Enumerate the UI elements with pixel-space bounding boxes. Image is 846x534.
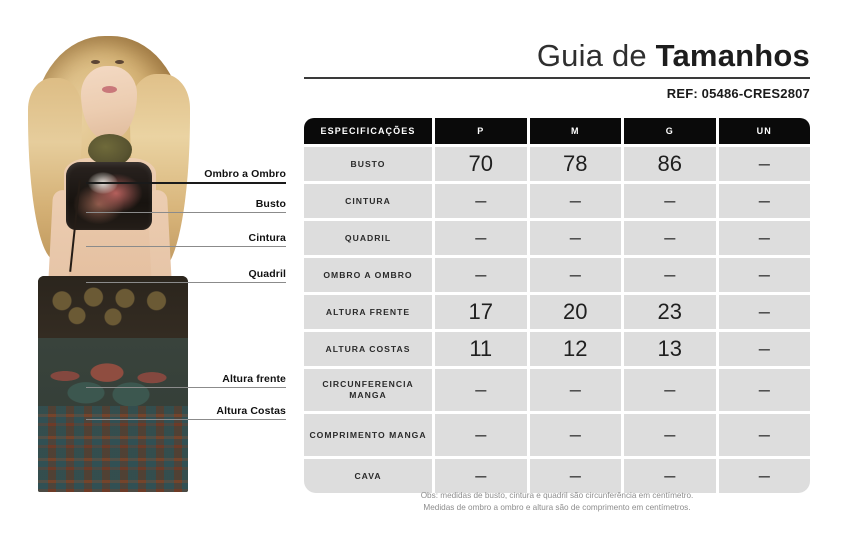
cell-g: – [624, 414, 716, 456]
cell-p: – [435, 258, 527, 292]
table-row: ALTURA FRENTE 17 20 23 – [304, 295, 810, 329]
size-guide-panel: Guia de Tamanhos REF: 05486-CRES2807 ESP… [296, 0, 846, 534]
model-photo-panel: Ombro a Ombro Busto Cintura Quadril Altu… [0, 0, 296, 534]
cell-g: – [624, 184, 716, 218]
cell-un: – [718, 258, 810, 292]
cell-g: – [624, 221, 716, 255]
title-light: Guia de [536, 38, 656, 73]
cell-p: – [435, 369, 527, 411]
neck-scarf [88, 134, 132, 166]
row-label: BUSTO [304, 147, 432, 181]
patterned-skirt [38, 276, 188, 492]
header-cell-un: UN [718, 118, 810, 144]
cell-un: – [718, 369, 810, 411]
annotation-label: Altura frente [222, 373, 286, 385]
cell-g: – [624, 369, 716, 411]
cell-p: 17 [435, 295, 527, 329]
cell-m: – [529, 369, 621, 411]
skirt-motif [38, 334, 188, 418]
row-label: ALTURA COSTAS [304, 332, 432, 366]
model-left-eye [91, 60, 100, 64]
header-cell-m: M [529, 118, 621, 144]
cell-p: – [435, 459, 527, 493]
row-label: COMPRIMENTO MANGA [304, 414, 432, 456]
cell-g: – [624, 459, 716, 493]
cell-g: 23 [624, 295, 716, 329]
cell-p: 11 [435, 332, 527, 366]
cell-m: – [529, 459, 621, 493]
table-row: CINTURA – – – – [304, 184, 810, 218]
table-row: BUSTO 70 78 86 – [304, 147, 810, 181]
cell-p: – [435, 184, 527, 218]
cell-p: – [435, 414, 527, 456]
annotation-leader-line [86, 387, 286, 388]
table-row: CAVA – – – – [304, 459, 810, 493]
cell-un: – [718, 459, 810, 493]
annotation-busto: Busto [86, 198, 286, 213]
model-photo [12, 30, 202, 492]
model-face [81, 66, 137, 140]
cell-un: – [718, 414, 810, 456]
cell-g: 13 [624, 332, 716, 366]
cell-m: – [529, 221, 621, 255]
cell-g: – [624, 258, 716, 292]
annotation-label: Busto [255, 198, 286, 210]
cell-m: 20 [529, 295, 621, 329]
table-row: COMPRIMENTO MANGA – – – – [304, 414, 810, 456]
header-cell-g: G [624, 118, 716, 144]
annotation-label: Cintura [248, 232, 286, 244]
annotation-label: Quadril [248, 268, 286, 280]
cell-m: – [529, 414, 621, 456]
table-header-row: ESPECIFICAÇÕES P M G UN [304, 118, 810, 144]
annotation-leader-line [86, 246, 286, 247]
annotation-label: Ombro a Ombro [204, 168, 286, 180]
note-line-2: Medidas de ombro a ombro e altura são de… [423, 503, 691, 512]
cell-un: – [718, 147, 810, 181]
annotation-leader-line [86, 182, 286, 184]
row-label: CIRCUNFERENCIA MANGA [304, 369, 432, 411]
cell-m: 78 [529, 147, 621, 181]
table-row: QUADRIL – – – – [304, 221, 810, 255]
cell-un: – [718, 332, 810, 366]
table-row: OMBRO A OMBRO – – – – [304, 258, 810, 292]
row-label: QUADRIL [304, 221, 432, 255]
annotation-altura-frente: Altura frente [86, 373, 286, 388]
cell-m: – [529, 184, 621, 218]
annotation-altura-costas: Altura Costas [86, 405, 286, 420]
title-bold: Tamanhos [655, 38, 810, 73]
annotation-label: Altura Costas [216, 405, 286, 417]
cell-p: – [435, 221, 527, 255]
cell-g: 86 [624, 147, 716, 181]
header-cell-especificacoes: ESPECIFICAÇÕES [304, 118, 432, 144]
header-cell-p: P [435, 118, 527, 144]
model-right-eye [115, 60, 124, 64]
cell-un: – [718, 295, 810, 329]
guide-header: Guia de Tamanhos REF: 05486-CRES2807 [304, 38, 810, 101]
row-label: CINTURA [304, 184, 432, 218]
measurement-note: Obs: medidas de busto, cintura e quadril… [304, 490, 810, 514]
cell-m: 12 [529, 332, 621, 366]
table-row: CIRCUNFERENCIA MANGA – – – – [304, 369, 810, 411]
annotation-ombro-a-ombro: Ombro a Ombro [86, 168, 286, 184]
annotation-leader-line [86, 419, 286, 420]
table-row: ALTURA COSTAS 11 12 13 – [304, 332, 810, 366]
note-line-1: Obs: medidas de busto, cintura e quadril… [420, 491, 694, 500]
annotation-leader-line [86, 282, 286, 283]
annotation-cintura: Cintura [86, 232, 286, 247]
page-title: Guia de Tamanhos [304, 38, 810, 74]
cell-un: – [718, 184, 810, 218]
row-label: CAVA [304, 459, 432, 493]
model-lips [102, 86, 117, 93]
row-label: ALTURA FRENTE [304, 295, 432, 329]
title-divider [304, 77, 810, 80]
annotation-leader-line [86, 212, 286, 213]
annotation-quadril: Quadril [86, 268, 286, 283]
product-reference: REF: 05486-CRES2807 [666, 86, 810, 102]
row-label: OMBRO A OMBRO [304, 258, 432, 292]
cell-m: – [529, 258, 621, 292]
cell-un: – [718, 221, 810, 255]
cell-p: 70 [435, 147, 527, 181]
size-table: ESPECIFICAÇÕES P M G UN BUSTO 70 78 86 –… [304, 118, 810, 493]
